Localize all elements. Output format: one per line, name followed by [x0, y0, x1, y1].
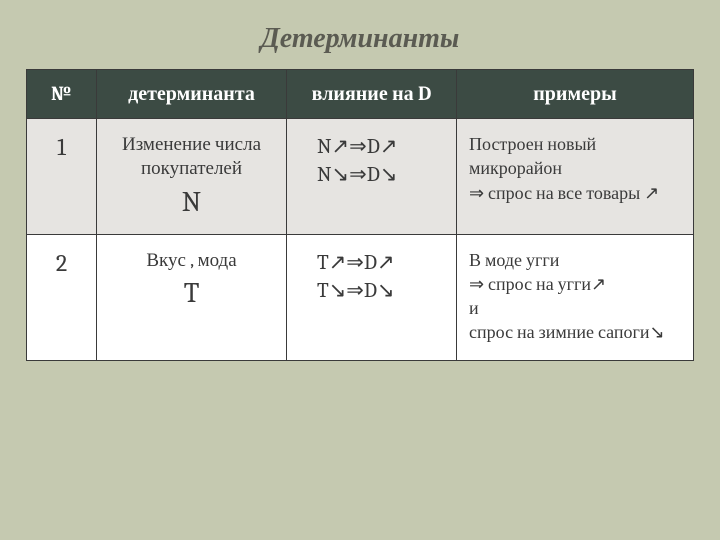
table-header-row: № детерминанта влияние на D примеры	[27, 70, 694, 119]
determinants-table: № детерминанта влияние на D примеры 1 Из…	[26, 69, 694, 361]
cell-example: Построен новый микрорайон ⇒ спрос на все…	[457, 119, 694, 235]
slide: Детерминанты № детерминанта влияние на D…	[0, 0, 720, 540]
table-container: № детерминанта влияние на D примеры 1 Из…	[26, 69, 694, 361]
col-examples: примеры	[457, 70, 694, 119]
col-influence: влияние на D	[287, 70, 457, 119]
det-symbol: N	[105, 185, 278, 220]
col-determinant: детерминанта	[97, 70, 287, 119]
cell-determinant: Изменение числа покупателей N	[97, 119, 287, 235]
cell-influence: N↗⇒D↗ N↘⇒D↘	[287, 119, 457, 235]
table-row: 1 Изменение числа покупателей N N↗⇒D↗ N↘…	[27, 119, 694, 235]
det-text: Изменение числа покупателей	[122, 133, 261, 179]
cell-determinant: Вкус , мода T	[97, 234, 287, 360]
slide-title: Детерминанты	[0, 0, 720, 69]
cell-influence: T↗⇒D↗ T↘⇒D↘	[287, 234, 457, 360]
cell-number: 1	[27, 119, 97, 235]
table-row: 2 Вкус , мода T T↗⇒D↗ T↘⇒D↘ В моде угги …	[27, 234, 694, 360]
col-number: №	[27, 70, 97, 119]
det-text: Вкус , мода	[146, 249, 236, 271]
cell-example: В моде угги ⇒ спрос на угги↗ и спрос на …	[457, 234, 694, 360]
cell-number: 2	[27, 234, 97, 360]
det-symbol: T	[105, 276, 278, 311]
